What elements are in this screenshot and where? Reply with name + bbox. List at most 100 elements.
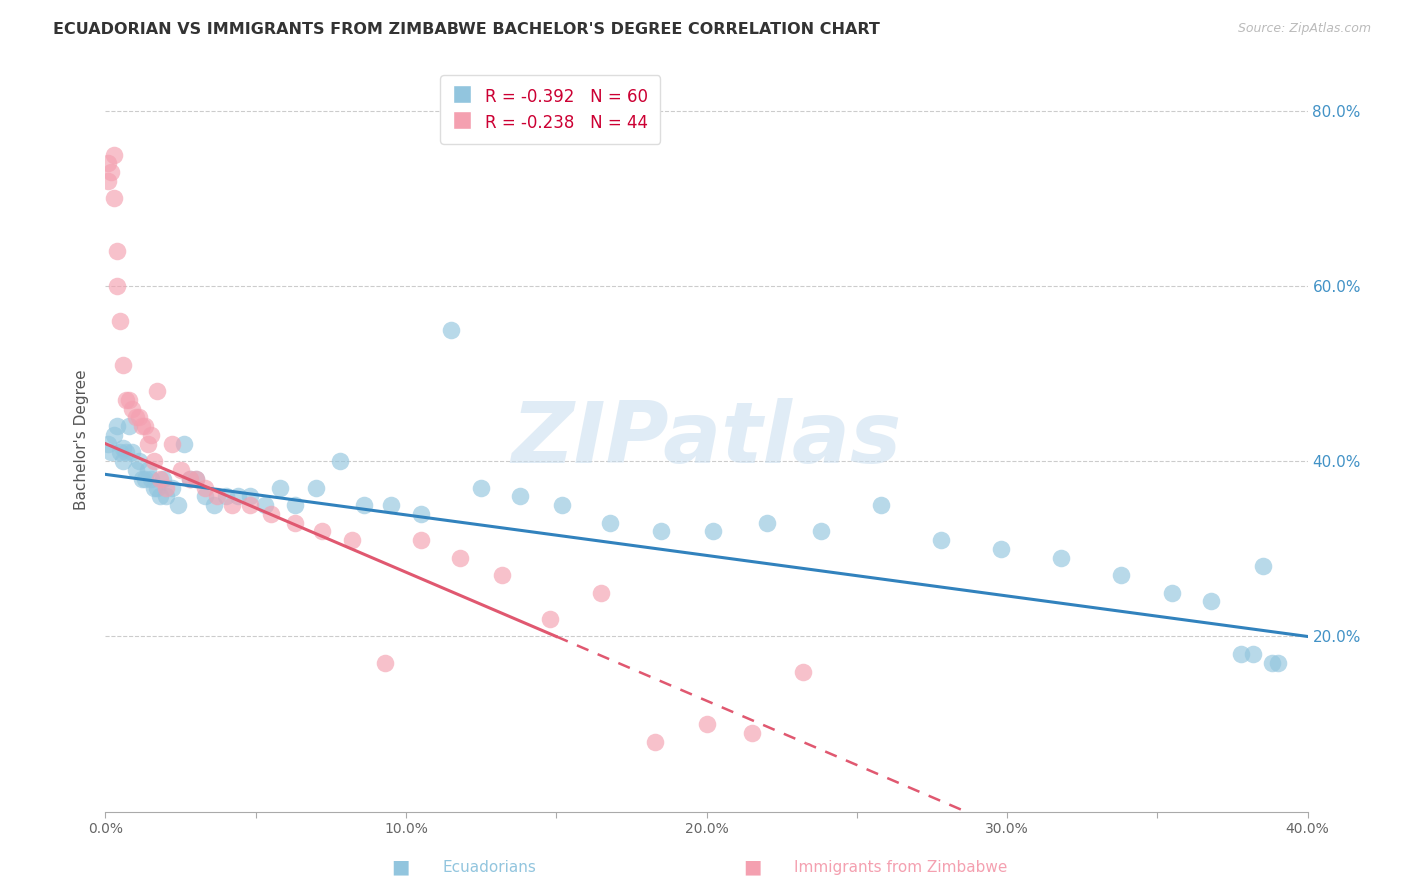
Point <box>702 524 724 539</box>
Point <box>124 463 146 477</box>
Point <box>136 436 159 450</box>
Point <box>152 472 174 486</box>
Point <box>340 533 363 547</box>
Point <box>110 445 132 459</box>
Point <box>509 489 531 503</box>
Point <box>755 516 778 530</box>
Text: Source: ZipAtlas.com: Source: ZipAtlas.com <box>1237 22 1371 36</box>
Point <box>538 612 561 626</box>
Point <box>179 472 201 486</box>
Point <box>551 498 574 512</box>
Point <box>184 472 207 486</box>
Point <box>650 524 672 539</box>
Point <box>110 314 132 328</box>
Point <box>112 358 135 372</box>
Y-axis label: Bachelor's Degree: Bachelor's Degree <box>75 369 90 509</box>
Point <box>353 498 375 512</box>
Point <box>591 585 613 599</box>
Point <box>142 481 165 495</box>
Point <box>1267 656 1289 670</box>
Point <box>134 419 156 434</box>
Point <box>103 191 125 205</box>
Point <box>284 516 307 530</box>
Point <box>121 445 143 459</box>
Point <box>284 498 307 512</box>
Point <box>409 507 432 521</box>
Legend: R = -0.392   N = 60, R = -0.238   N = 44: R = -0.392 N = 60, R = -0.238 N = 44 <box>440 75 659 144</box>
Point <box>1109 568 1132 582</box>
Point <box>226 489 249 503</box>
Point <box>221 498 243 512</box>
Point <box>145 384 167 398</box>
Point <box>305 481 328 495</box>
Point <box>205 489 228 503</box>
Point <box>148 472 170 486</box>
Point <box>112 441 135 455</box>
Point <box>121 401 143 416</box>
Point <box>239 498 262 512</box>
Text: ECUADORIAN VS IMMIGRANTS FROM ZIMBABWE BACHELOR'S DEGREE CORRELATION CHART: ECUADORIAN VS IMMIGRANTS FROM ZIMBABWE B… <box>53 22 880 37</box>
Point <box>131 472 153 486</box>
Point <box>118 419 141 434</box>
Point <box>491 568 513 582</box>
Point <box>1260 656 1282 670</box>
Point <box>145 481 167 495</box>
Point <box>131 419 153 434</box>
Point <box>329 454 352 468</box>
Point <box>869 498 891 512</box>
Point <box>409 533 432 547</box>
Point <box>1161 585 1184 599</box>
Point <box>107 244 129 258</box>
Point <box>97 174 120 188</box>
Point <box>1201 594 1223 608</box>
Point <box>128 410 150 425</box>
Point <box>139 472 162 486</box>
Text: ■: ■ <box>742 857 762 876</box>
Point <box>173 436 195 450</box>
Point <box>136 463 159 477</box>
Point <box>194 481 217 495</box>
Point <box>103 428 125 442</box>
Point <box>166 498 188 512</box>
Point <box>214 489 236 503</box>
Point <box>644 734 666 748</box>
Point <box>239 489 262 503</box>
Point <box>97 156 120 170</box>
Point <box>792 665 814 679</box>
Point <box>97 436 120 450</box>
Point <box>269 481 291 495</box>
Point <box>599 516 621 530</box>
Point <box>148 489 170 503</box>
Point <box>160 481 183 495</box>
Point <box>449 550 471 565</box>
Point <box>155 481 177 495</box>
Text: ZIPatlas: ZIPatlas <box>512 398 901 481</box>
Point <box>311 524 333 539</box>
Point <box>1050 550 1073 565</box>
Text: Ecuadorians: Ecuadorians <box>443 861 537 875</box>
Point <box>990 541 1012 556</box>
Point <box>118 392 141 407</box>
Point <box>100 445 122 459</box>
Point <box>1243 647 1265 661</box>
Point <box>142 454 165 468</box>
Point <box>741 726 763 740</box>
Point <box>134 472 156 486</box>
Point <box>112 454 135 468</box>
Point <box>380 498 402 512</box>
Point <box>696 717 718 731</box>
Point <box>470 481 492 495</box>
Text: Immigrants from Zimbabwe: Immigrants from Zimbabwe <box>794 861 1008 875</box>
Point <box>139 428 162 442</box>
Point <box>929 533 952 547</box>
Point <box>179 472 201 486</box>
Point <box>253 498 276 512</box>
Point <box>374 656 396 670</box>
Point <box>184 472 207 486</box>
Point <box>115 392 138 407</box>
Point <box>1251 559 1274 574</box>
Point <box>124 410 146 425</box>
Text: ■: ■ <box>391 857 411 876</box>
Point <box>810 524 832 539</box>
Point <box>128 454 150 468</box>
